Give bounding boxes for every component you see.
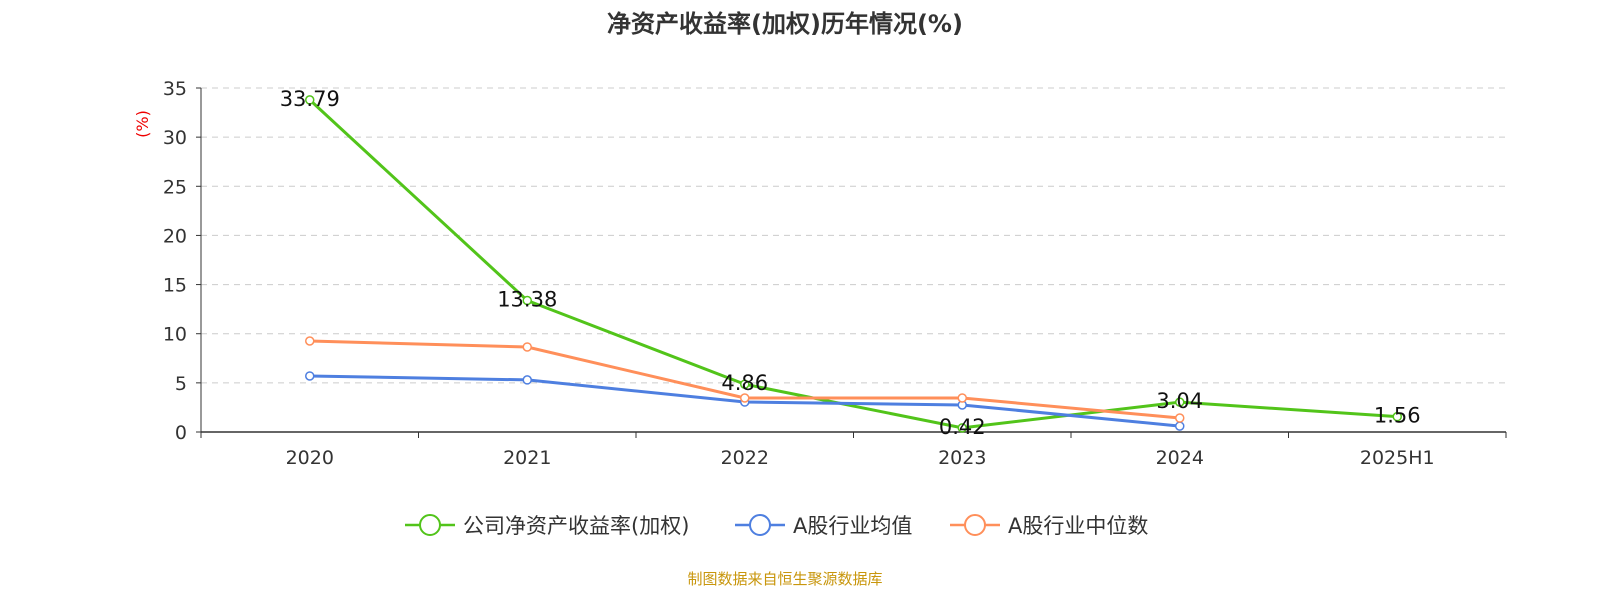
y-tick-label: 5 bbox=[175, 373, 187, 395]
data-point bbox=[305, 336, 315, 346]
data-point bbox=[522, 295, 532, 306]
y-tick-label: 30 bbox=[163, 127, 187, 149]
data-label: 0.42 bbox=[939, 415, 986, 439]
data-label: 13.38 bbox=[497, 287, 557, 311]
data-point bbox=[305, 95, 315, 105]
legend-marker bbox=[964, 514, 986, 536]
data-point bbox=[1175, 413, 1185, 423]
legend-label[interactable]: A股行业均值 bbox=[793, 514, 912, 538]
source-note: 制图数据来自恒生聚源数据库 bbox=[687, 570, 882, 588]
y-tick-label: 35 bbox=[163, 78, 187, 100]
y-axis-label: (%) bbox=[133, 110, 152, 138]
legend-marker bbox=[749, 514, 771, 536]
x-tick-label: 2020 bbox=[286, 447, 334, 469]
x-tick-label: 2025H1 bbox=[1360, 447, 1435, 469]
y-tick-label: 0 bbox=[175, 422, 187, 444]
data-point bbox=[522, 342, 532, 352]
data-label: 1.56 bbox=[1374, 404, 1421, 428]
data-point bbox=[1175, 397, 1185, 407]
data-point bbox=[740, 393, 750, 403]
y-tick-label: 20 bbox=[163, 225, 187, 247]
data-point bbox=[1175, 421, 1185, 431]
data-point bbox=[1392, 411, 1402, 422]
y-tick-label: 25 bbox=[163, 176, 187, 198]
legend-label[interactable]: A股行业中位数 bbox=[1008, 514, 1148, 538]
x-tick-label: 2021 bbox=[503, 447, 551, 469]
y-tick-label: 15 bbox=[163, 275, 187, 297]
data-point bbox=[522, 375, 532, 385]
chart-title: 净资产收益率(加权)历年情况(%) bbox=[607, 10, 963, 38]
legend-label[interactable]: 公司净资产收益率(加权) bbox=[463, 514, 689, 538]
data-label: 3.04 bbox=[1156, 389, 1203, 413]
x-tick-label: 2023 bbox=[938, 447, 986, 469]
data-point bbox=[957, 423, 967, 433]
data-label: 4.86 bbox=[721, 371, 768, 395]
legend-marker bbox=[419, 514, 441, 536]
x-tick-label: 2024 bbox=[1156, 447, 1204, 469]
x-tick-label: 2022 bbox=[721, 447, 769, 469]
data-label: 33.79 bbox=[280, 87, 340, 111]
series-line-0 bbox=[308, 98, 1398, 430]
y-tick-label: 10 bbox=[163, 324, 187, 346]
data-point bbox=[957, 393, 967, 403]
data-point bbox=[305, 371, 315, 381]
data-point bbox=[740, 379, 750, 389]
